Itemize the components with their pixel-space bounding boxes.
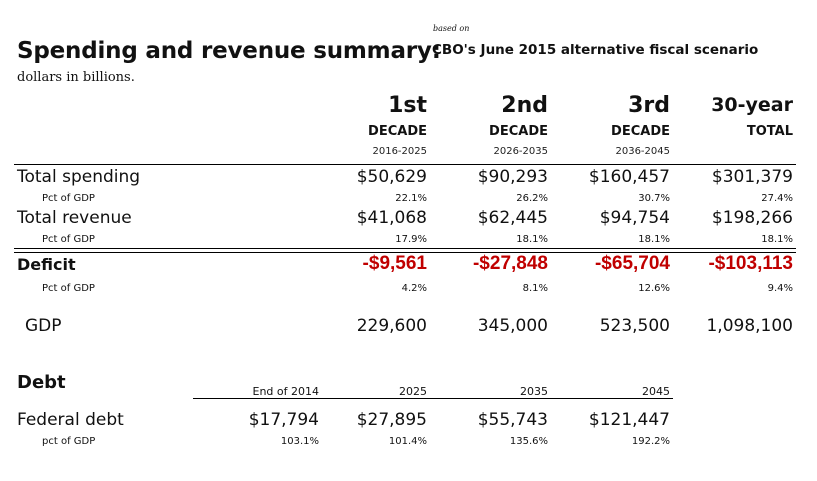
cell-spending-pct: 22.1%: [395, 193, 427, 204]
cell-deficit-pct: 9.4%: [767, 283, 793, 294]
header-rule: [14, 164, 796, 165]
row-label-deficit-pct: Pct of GDP: [42, 283, 95, 294]
cell-revenue: $62,445: [477, 208, 548, 228]
row-label-spending: Total spending: [17, 167, 141, 187]
col-header-label: DECADE: [368, 124, 427, 139]
col-header-years: 2016-2025: [372, 146, 427, 157]
cell-deficit-pct: 4.2%: [401, 283, 427, 294]
cell-deficit: -$27,848: [472, 253, 548, 274]
col-header-label: DECADE: [489, 124, 548, 139]
row-label-revenue: Total revenue: [17, 208, 132, 228]
row-label-spending-pct: Pct of GDP: [42, 193, 95, 204]
debt-col-header: 2035: [520, 385, 548, 398]
cell-revenue-pct: 18.1%: [638, 234, 670, 245]
cell-deficit: -$103,113: [708, 253, 793, 274]
row-label-federal-debt: Federal debt: [17, 410, 124, 430]
col-header-label: TOTAL: [746, 124, 793, 139]
cell-federal-debt: $55,743: [477, 410, 548, 430]
col-header-years: 2026-2035: [493, 146, 548, 157]
cell-revenue-pct: 17.9%: [395, 234, 427, 245]
cell-revenue-pct: 18.1%: [761, 234, 793, 245]
cell-federal-debt: $27,895: [356, 410, 427, 430]
cell-deficit: -$65,704: [594, 253, 670, 274]
cell-deficit: -$9,561: [362, 253, 427, 274]
cell-debt-pct: 101.4%: [388, 436, 427, 447]
cell-deficit-pct: 8.1%: [522, 283, 548, 294]
cell-revenue: $94,754: [599, 208, 670, 228]
col-header-ordinal: 30-year: [711, 94, 793, 116]
cell-revenue-pct: 18.1%: [516, 234, 548, 245]
row-label-debt-pct: pct of GDP: [42, 436, 96, 447]
cell-revenue: $198,266: [711, 208, 793, 228]
row-label-deficit: Deficit: [17, 255, 76, 274]
cell-spending: $301,379: [711, 167, 793, 187]
double-rule-bottom: [14, 252, 796, 253]
debt-col-header: 2045: [642, 385, 670, 398]
cell-spending-pct: 26.2%: [516, 193, 548, 204]
col-header-ordinal: 2nd: [501, 93, 548, 118]
col-header-label: DECADE: [611, 124, 670, 139]
cell-gdp: 345,000: [477, 316, 548, 336]
col-header-ordinal: 1st: [388, 93, 427, 118]
cell-federal-debt: $121,447: [588, 410, 670, 430]
scenario-title: CBO's June 2015 alternative fiscal scena…: [432, 42, 759, 58]
cell-deficit-pct: 12.6%: [638, 283, 670, 294]
row-label-gdp: GDP: [25, 316, 62, 336]
cell-spending-pct: 30.7%: [638, 193, 670, 204]
cell-federal-debt: $17,794: [248, 410, 319, 430]
cell-revenue: $41,068: [356, 208, 427, 228]
col-header-ordinal: 3rd: [628, 93, 670, 118]
cell-spending-pct: 27.4%: [761, 193, 793, 204]
cell-debt-pct: 103.1%: [280, 436, 319, 447]
cell-gdp: 523,500: [599, 316, 670, 336]
debt-header-rule: [193, 398, 673, 399]
cell-gdp: 1,098,100: [706, 316, 793, 336]
col-header-years: 2036-2045: [615, 146, 670, 157]
based-on-note: based on: [433, 24, 470, 33]
cell-debt-pct: 135.6%: [509, 436, 548, 447]
cell-spending: $90,293: [477, 167, 548, 187]
double-rule-top: [14, 248, 796, 249]
debt-col-header: 2025: [399, 385, 427, 398]
cell-gdp: 229,600: [356, 316, 427, 336]
debt-col-header: End of 2014: [252, 385, 320, 398]
page-title: Spending and revenue summary:: [17, 38, 441, 64]
units-subtitle: dollars in billions.: [17, 70, 135, 85]
debt-section-title: Debt: [17, 372, 66, 393]
row-label-revenue-pct: Pct of GDP: [42, 234, 95, 245]
cell-spending: $160,457: [588, 167, 670, 187]
cell-debt-pct: 192.2%: [631, 436, 670, 447]
cell-spending: $50,629: [356, 167, 427, 187]
